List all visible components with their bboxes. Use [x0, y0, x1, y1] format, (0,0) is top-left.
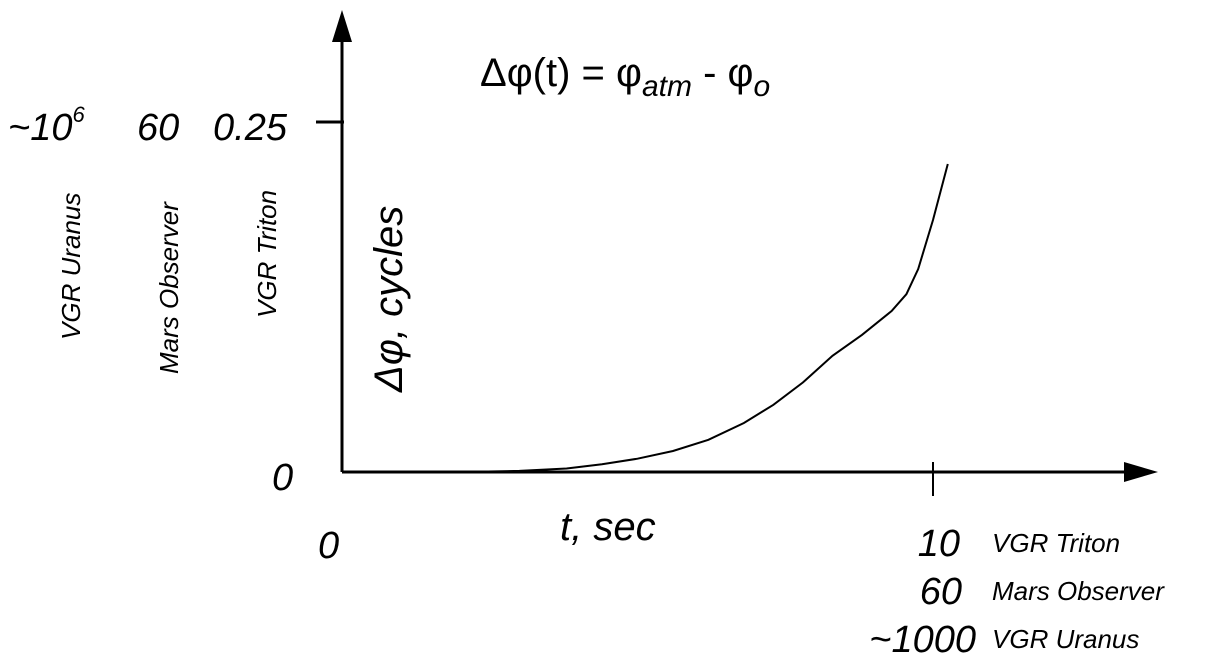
title-minus: - φ — [692, 51, 753, 95]
y-axis-arrow — [332, 10, 352, 42]
y-tick-value-uranus-exp: 6 — [72, 102, 85, 127]
y-tick-value-uranus-base: ~10 — [8, 107, 72, 149]
x-tick-mission-triton: VGR Triton — [992, 528, 1120, 558]
title-delta: Δφ(t) = φ — [480, 51, 642, 95]
x-tick-value-uranus: ~1000 — [869, 619, 976, 661]
x-tick-mission-mars: Mars Observer — [992, 576, 1165, 606]
x-tick-value-triton: 10 — [918, 523, 960, 565]
chart-title: Δφ(t) = φatm - φo — [480, 51, 770, 103]
x-tick-value-mars: 60 — [920, 571, 962, 613]
x-axis-arrow — [1124, 462, 1158, 482]
x-tick-mission-uranus: VGR Uranus — [992, 624, 1139, 654]
title-sub-atm: atm — [642, 70, 692, 103]
x-axis-label: t, sec — [560, 505, 656, 549]
y-origin-label: 0 — [272, 457, 293, 499]
series-line — [342, 163, 949, 473]
y-tick-mission-uranus: VGR Uranus — [56, 193, 86, 340]
y-tick-mission-mars: Mars Observer — [154, 201, 184, 374]
y-tick-value-triton: 0.25 — [213, 107, 288, 149]
title-sub-o: o — [753, 70, 770, 103]
y-tick-value-mars: 60 — [137, 107, 179, 149]
y-tick-value-uranus: ~106 — [8, 102, 85, 149]
x-origin-label: 0 — [318, 525, 339, 567]
y-axis-label: Δφ, cycles — [367, 206, 411, 393]
y-tick-mission-triton: VGR Triton — [252, 190, 282, 318]
